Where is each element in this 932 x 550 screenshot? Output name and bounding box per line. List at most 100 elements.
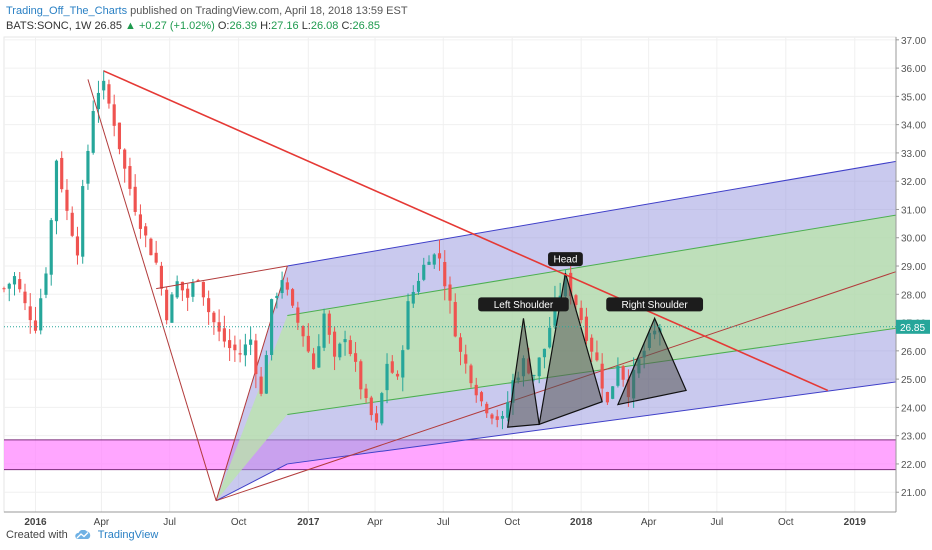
candle-down [144,226,148,236]
high-label: H: [260,20,272,32]
downtrend-line [103,70,829,392]
candle-down [621,366,625,380]
candle-up [280,280,284,294]
candle-down [28,306,32,321]
candle-up [7,283,11,289]
candles [2,70,662,431]
tradingview-cloud-icon [75,530,90,539]
candle-up [506,402,510,418]
y-tick-label: 36.00 [901,64,926,75]
time-axis[interactable]: 2016 Apr Jul Oct 2017 Apr Jul Oct 2018 Apr Jul Oct 2… [4,511,896,528]
candle-down [138,214,142,229]
x-tick-label: Oct [231,517,247,528]
candle-up [537,357,541,377]
x-tick-label: 2018 [570,517,593,528]
candle-down [495,416,499,420]
x-tick-label: 2017 [297,517,320,528]
pattern-labels: Head Left Shoulder Right Shoulder [478,252,704,312]
candle-down [359,361,363,390]
candle-up [338,343,342,358]
author-link[interactable]: Trading_Off_The_Charts [6,5,128,17]
candle-down [590,337,594,352]
candle-up [12,276,17,285]
pattern-label: Right Shoulder [606,297,704,312]
candle-up [54,160,59,222]
candle-up [102,80,106,91]
candle-up [380,393,384,424]
candle-down [291,289,295,306]
candle-up [385,363,389,391]
candle-up [317,346,321,368]
published-text: published on TradingView.com, April 18, … [130,5,408,17]
pattern-label-text: Left Shoulder [494,300,554,311]
candle-down [2,288,6,290]
pattern-label-text: Head [553,255,577,266]
candle-up [616,366,620,386]
candle-down [70,212,74,236]
candle-down [107,84,111,104]
candle-down [65,189,69,211]
candle-up [91,111,95,153]
candle-up [264,355,268,394]
candle-down [605,392,609,403]
candle-up [191,282,195,297]
candle-down [149,238,153,256]
x-tick-label: Oct [504,517,520,528]
candle-down [217,322,221,332]
low-label: L: [301,20,311,32]
candle-up [343,339,347,343]
open-label: O: [217,20,230,32]
candle-up [275,295,279,298]
candle-up [432,254,436,265]
close-label: C: [341,20,353,32]
x-tick-label: Apr [94,517,110,528]
ohlc-legend: BATS:SONC, 1W 26.85 ▲ +0.27 (+1.02%) O:2… [6,19,380,33]
candle-down [222,328,226,342]
price-change: ▲ +0.27 (+1.02%) [125,20,215,32]
pitchfork-inner-upper [287,214,897,316]
candle-down [437,253,442,259]
candle-down [238,353,242,355]
candle-up [249,339,253,345]
x-tick-label: 2019 [844,517,867,528]
candle-down [159,265,163,289]
candle-down [285,282,289,290]
x-tick-label: Oct [778,517,794,528]
y-tick-label: 29.00 [901,262,926,273]
created-with-text: Created with [6,529,68,541]
candle-down [233,344,237,351]
pattern-label-bg [548,252,583,267]
candle-down [201,281,205,298]
candle-down [23,291,27,304]
candle-down [595,352,599,361]
x-tick-label: Jul [163,517,176,528]
candle-down [180,281,184,291]
tradingview-brand[interactable]: TradingView [97,529,159,541]
candle-down [165,289,169,321]
close-value: 26.85 [352,20,380,32]
candle-down [228,340,232,349]
candle-down [364,388,368,399]
candle-down [312,353,316,370]
candle-down [464,354,468,364]
candle-up [170,294,174,323]
candle-up [411,291,415,304]
candle-up [532,374,536,376]
candle-down [453,302,457,337]
candle-up [96,92,101,110]
candle-down [569,272,573,297]
candle-down [112,104,116,126]
candle-down [353,353,358,362]
candle-down [18,279,22,290]
chart-header: Trading_Off_The_Charts published on Trad… [6,4,408,18]
support-zone [4,439,896,471]
candle-up [44,273,48,295]
support-zone-rect [4,439,896,470]
candle-up [322,313,326,348]
price-axis[interactable]: 21.0022.0023.0024.0025.0026.0027.0028.00… [4,36,930,512]
y-tick-label: 22.00 [901,460,926,471]
trend-lines [87,70,829,501]
wedge-line [87,79,217,501]
candle-up [81,186,85,257]
